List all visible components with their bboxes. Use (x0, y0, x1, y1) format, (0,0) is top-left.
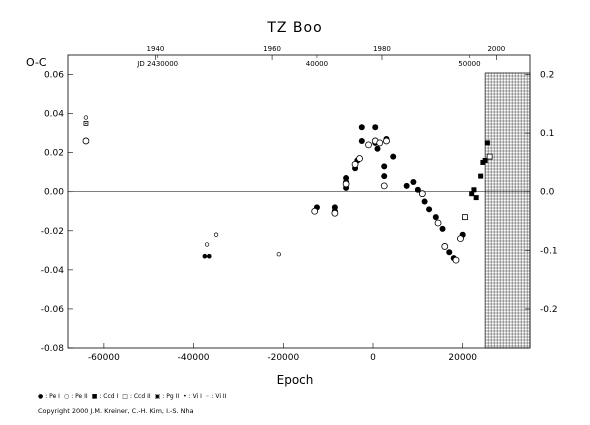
data-point-open-circle (311, 207, 319, 215)
filled-square-icon: ■ (91, 393, 98, 400)
top-jd-label: JD 2430000 (136, 60, 178, 68)
top-year-label: 2000 (487, 45, 505, 53)
data-point-small-open-circle (83, 115, 89, 120)
data-point-open-circle (418, 190, 426, 198)
data-point-open-circle (452, 256, 460, 264)
data-point-filled-square (473, 195, 479, 201)
y-tick-label: 0.04 (44, 110, 64, 120)
data-point-filled-circle (390, 153, 397, 160)
data-point-open-circle (434, 219, 442, 227)
data-point-open-circle (365, 141, 372, 149)
data-point-open-circle (376, 139, 384, 147)
data-point-small-open-circle (213, 232, 219, 237)
data-point-filled-square (478, 173, 484, 179)
data-point-filled-circle (343, 175, 350, 182)
dotted-square-icon: ▣ (154, 393, 161, 400)
top-jd-label: 40000 (306, 60, 328, 68)
data-point-small-filled-circle (202, 253, 208, 259)
right-tick-label: 0.2 (540, 71, 554, 81)
data-point-filled-circle (381, 163, 388, 170)
data-point-filled-circle (358, 124, 365, 131)
plot-area: -0.08-0.06-0.04-0.020.000.020.040.06 0.20… (41, 45, 558, 363)
y-tick-label: -0.06 (41, 305, 65, 315)
legend: ●: Pe I ○: Pe II ■: Ccd I □: Ccd II ▣: P… (38, 393, 226, 400)
legend-item-pg-ii: ▣: Pg II (154, 393, 180, 400)
filled-circle-icon: ● (38, 393, 44, 400)
data-point-filled-circle (421, 198, 428, 205)
data-point-open-circle (380, 182, 388, 190)
data-point-filled-circle (403, 182, 410, 189)
data-point-open-circle (342, 180, 350, 188)
right-tick-label: -0.2 (540, 305, 558, 315)
data-point-open-square (462, 214, 468, 221)
data-point-open-circle (441, 243, 449, 250)
data-point-open-circle (331, 209, 339, 217)
data-point-filled-circle (358, 137, 365, 144)
open-circle-icon: ○ (63, 393, 70, 400)
data-point-filled-circle (439, 225, 446, 232)
right-tick-label: -0.1 (540, 246, 558, 256)
legend-item-ccd-i: ■: Ccd I (91, 393, 119, 400)
small-open-circle-icon: ◦ (205, 393, 210, 400)
data-point-filled-square (482, 157, 488, 163)
legend-item-pe-i: ●: Pe I (38, 393, 60, 400)
right-tick-label: 0.1 (540, 129, 554, 139)
data-point-filled-circle (381, 173, 388, 180)
x-tick-label: -20000 (267, 353, 299, 363)
x-tick-label: 20000 (448, 353, 477, 363)
y-tick-label: -0.08 (41, 344, 65, 354)
data-point-filled-square (484, 140, 490, 146)
data-point-small-filled-circle (206, 253, 212, 259)
data-point-open-circle (457, 235, 464, 243)
copyright-text: Copyright 2000 J.M. Kreiner, C.-H. Kim, … (38, 407, 194, 415)
data-point-filled-square (469, 191, 475, 197)
y-tick-label: 0.02 (44, 149, 64, 159)
legend-item-vi-i: •: Vi I (183, 393, 202, 400)
y-tick-label: -0.04 (41, 266, 65, 276)
data-point-filled-circle (374, 145, 381, 152)
legend-item-pe-ii: ○: Pe II (63, 393, 88, 400)
y-tick-label: 0.00 (44, 188, 64, 198)
data-point-open-circle (356, 155, 363, 162)
data-point-filled-circle (414, 186, 421, 193)
data-point-small-open-circle (204, 242, 210, 247)
x-tick-label: -60000 (88, 353, 120, 363)
top-year-label: 1940 (147, 45, 165, 53)
data-point-open-circle (82, 137, 90, 145)
top-jd-label: 50000 (458, 60, 480, 68)
top-year-label: 1980 (373, 45, 391, 53)
top-year-label: 1960 (263, 45, 281, 53)
x-tick-label: 0 (370, 353, 376, 363)
data-point-filled-circle (432, 214, 439, 221)
y-tick-label: 0.06 (44, 71, 64, 81)
data-point-filled-circle (446, 249, 453, 256)
data-point-open-circle (383, 137, 390, 145)
data-point-filled-circle (426, 206, 433, 213)
small-filled-circle-icon: • (183, 393, 187, 400)
data-point-small-open-circle (276, 252, 281, 257)
y-tick-label: -0.02 (41, 227, 64, 237)
data-point-filled-circle (372, 124, 379, 131)
x-axis-label: Epoch (277, 373, 314, 387)
data-point-open-square (486, 153, 493, 160)
grid-region (484, 72, 531, 349)
plot-frame (67, 54, 531, 349)
legend-item-vi-ii: ◦: Vi II (205, 393, 227, 400)
x-tick-label: -40000 (178, 353, 210, 363)
legend-item-ccd-ii: □: Ccd II (122, 393, 151, 400)
data-point-filled-circle (410, 178, 417, 185)
data-point-dotted-square-dot (85, 122, 87, 125)
open-square-icon: □ (122, 393, 128, 400)
right-tick-label: 0.0 (540, 188, 555, 198)
chart-title: TZ Boo (266, 20, 322, 36)
y-axis-label: O-C (26, 56, 47, 69)
data-point-filled-square (471, 187, 477, 193)
data-point-open-circle (351, 160, 359, 168)
